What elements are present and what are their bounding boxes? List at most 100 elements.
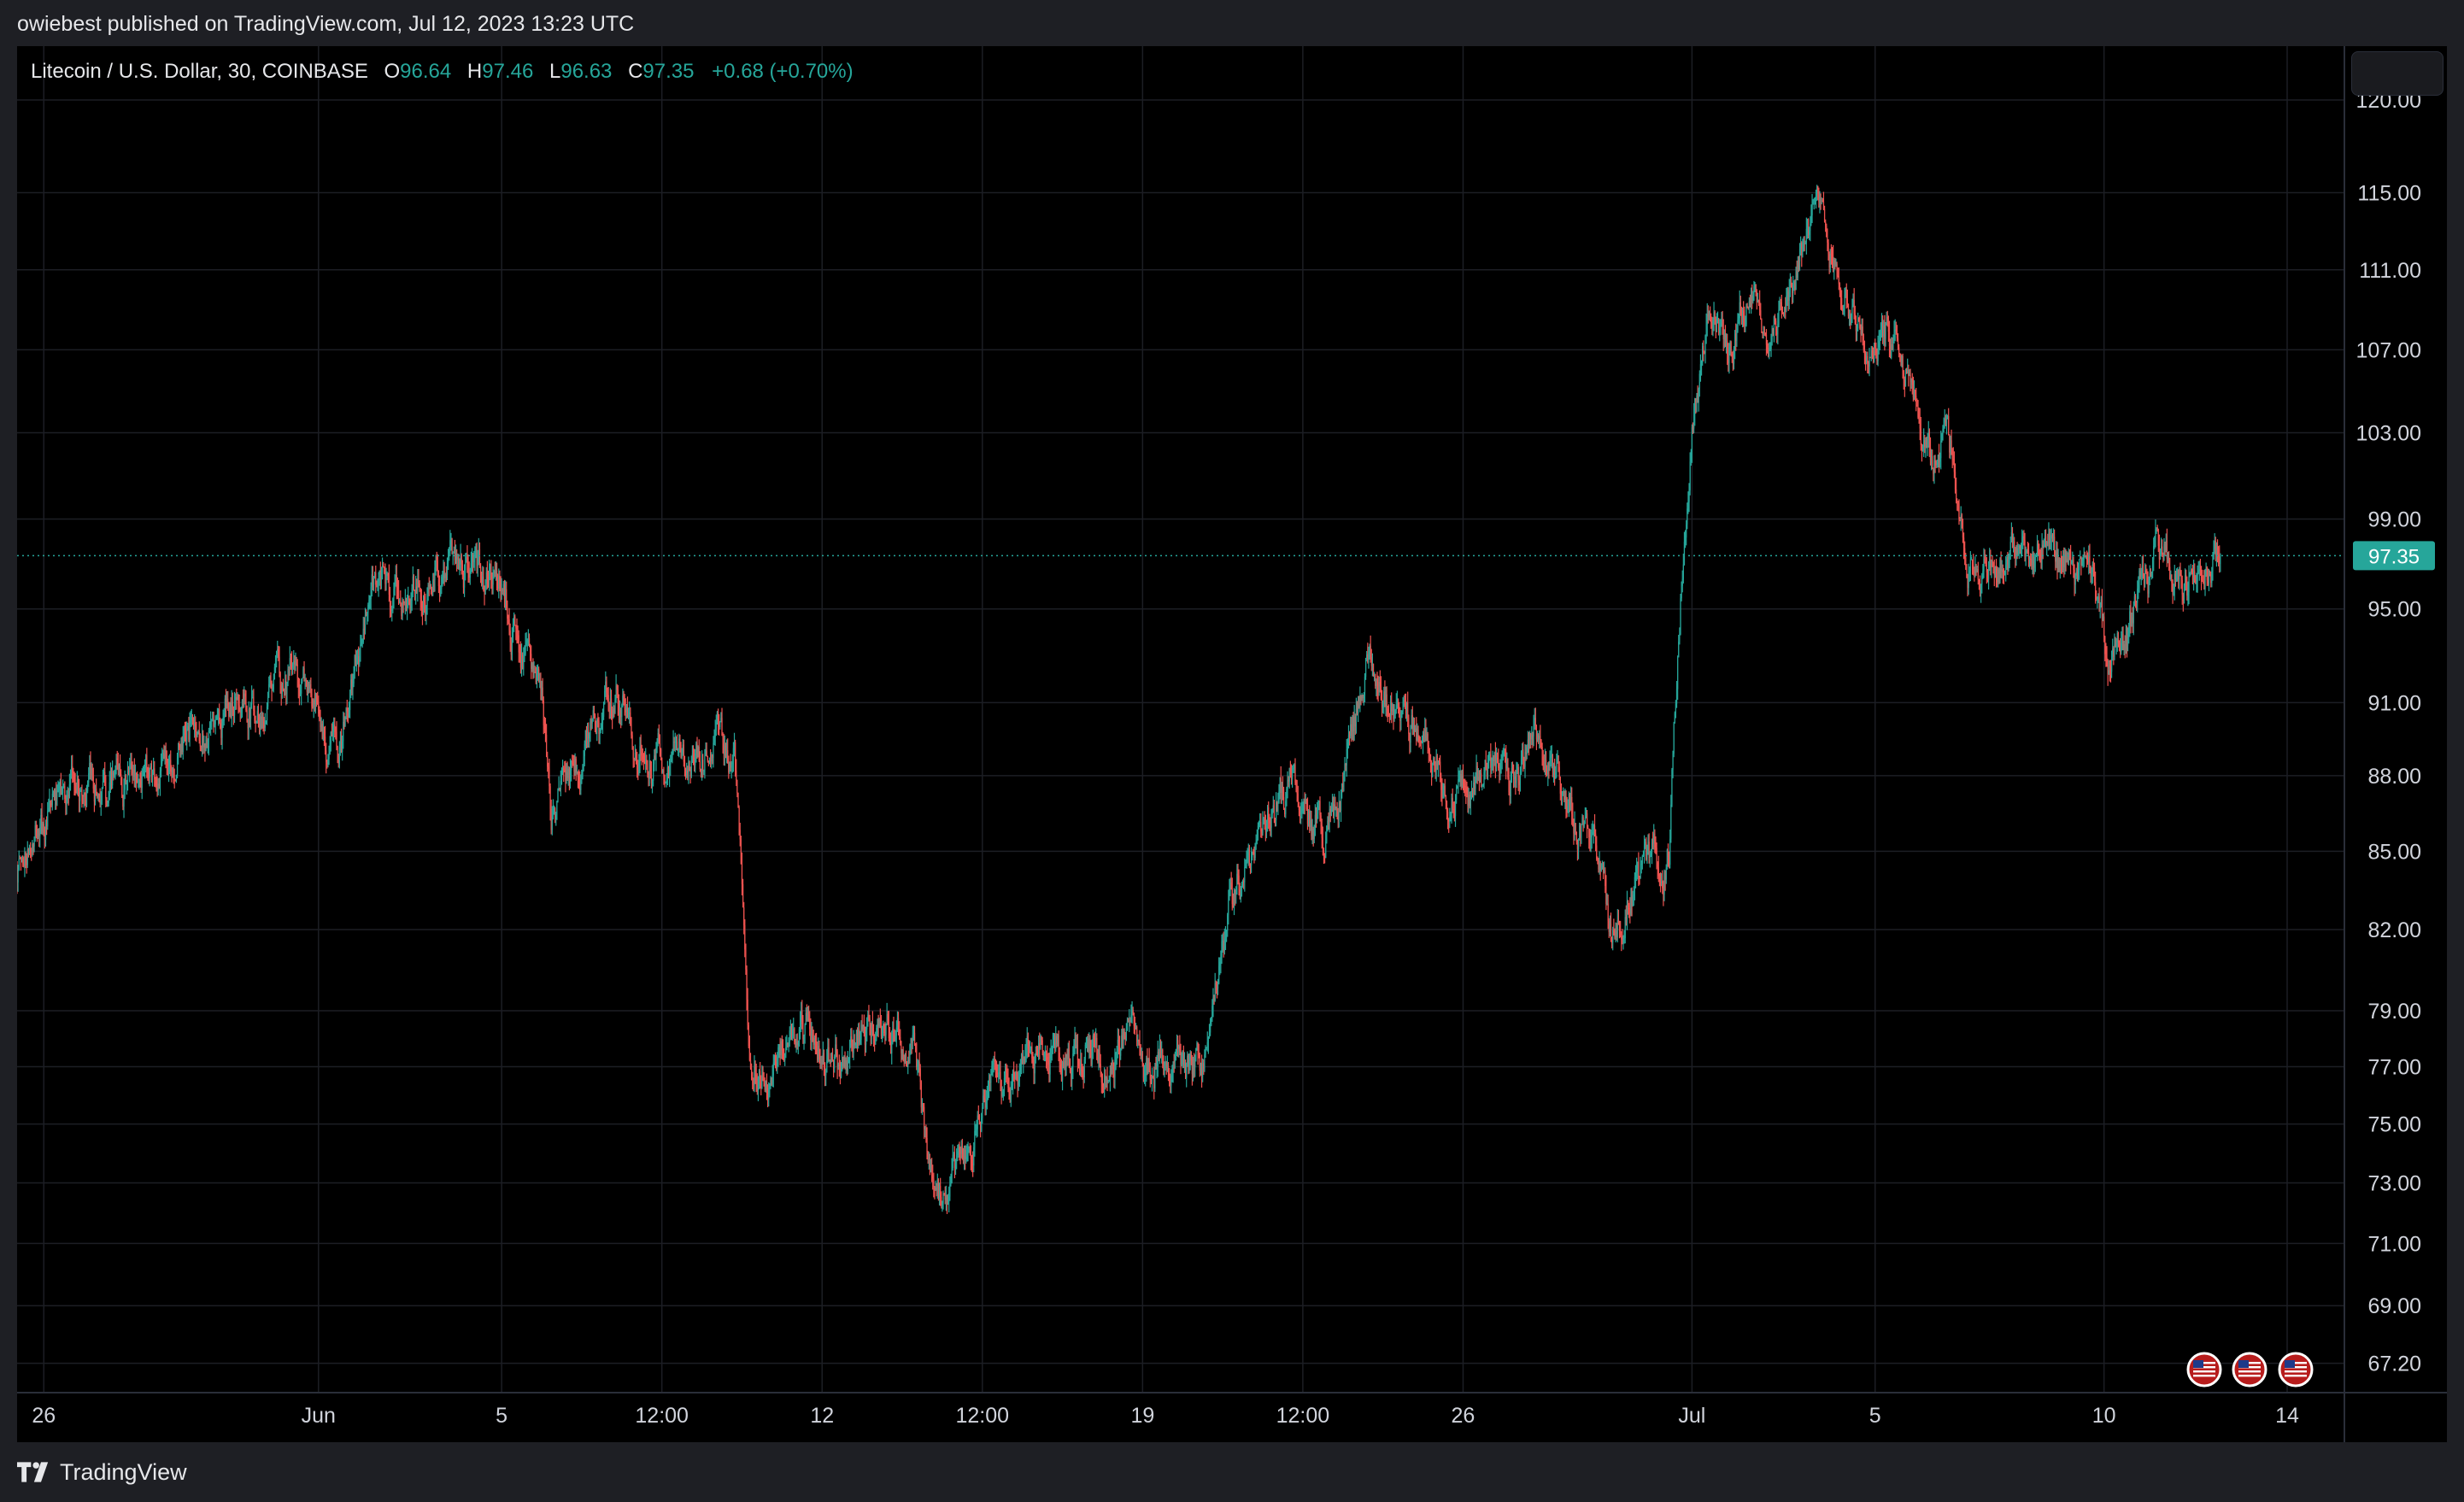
candle-body [308,688,310,689]
candle-body [1559,777,1561,794]
candle-body [1798,248,1801,261]
candle-body [440,589,442,596]
symbol-title[interactable]: Litecoin / U.S. Dollar, 30, COINBASE [31,60,368,83]
candle-body [38,829,40,836]
candle-body [1003,1077,1006,1092]
candle-body [2209,574,2211,576]
us-flag-icon[interactable] [2186,1352,2222,1388]
candle-body [1822,202,1825,210]
price-tick-label: 91.00 [2367,691,2421,715]
candle-body [2111,654,2113,672]
candle-body [141,776,143,789]
candle-body [1225,930,1228,932]
candle-body [1713,312,1715,321]
candle-body [1091,1048,1093,1065]
candle-body [1757,301,1760,302]
candle-body [852,1042,854,1053]
candle-body [1400,712,1402,721]
candle-body [1157,1051,1159,1066]
price-axis[interactable] [2344,46,2447,1442]
candle-body [1962,537,1965,549]
candle-body [1771,328,1773,337]
candle-body [1885,324,1886,339]
candle-body [437,575,440,587]
candle-body [57,790,59,792]
candle-body [1061,1062,1064,1081]
candle-body [1358,696,1360,708]
candle-body [1711,322,1713,329]
candle-body [63,786,65,788]
candle-body [1462,775,1464,785]
candle-body [958,1144,959,1152]
candle-body [676,741,678,751]
candle-body [1544,760,1546,772]
chart-settings-button[interactable] [2351,51,2443,96]
candle-body [1415,728,1417,732]
chart-pane[interactable]: 120.00 115.00 111.00 107.00 103.00 99.00 95.00… [17,46,2447,1442]
footer-brand[interactable]: TradingView [60,1458,187,1485]
high-label: H [466,60,483,83]
candle-body [2074,575,2076,585]
candle-body [1910,378,1912,383]
candle-body [633,758,635,760]
candle-body [1063,1062,1065,1068]
candle-body [2025,551,2027,557]
candle-body [1624,917,1626,938]
candle-body [2021,537,2023,550]
candle-body [2089,555,2091,568]
candle-body [1110,1071,1112,1074]
us-flag-icon[interactable] [2278,1352,2314,1388]
candle-body [337,746,338,755]
candle-body [1816,185,1818,194]
candle-body [1511,768,1514,773]
candle-body [1169,1073,1170,1076]
candle-body [191,717,194,719]
economic-events[interactable] [2186,1352,2314,1388]
candle-body [1645,842,1646,846]
candle-body [1646,853,1648,860]
candle-body [2207,580,2209,584]
chart-legend: Litecoin / U.S. Dollar, 30, COINBASE O96… [31,60,854,84]
candle-body [1939,458,1941,462]
time-axis[interactable] [17,1393,2447,1442]
candle-body [1695,398,1697,403]
candle-body [1968,571,1970,574]
candle-body [1845,289,1847,299]
candle-body [1354,716,1356,727]
candle-body [2009,542,2011,551]
candle-body [217,709,220,716]
candle-body [926,1138,928,1153]
candle-body [1769,349,1771,350]
us-flag-icon[interactable] [2232,1352,2267,1388]
candle-body [140,781,142,789]
candle-body [2169,566,2171,579]
candle-body [584,730,586,744]
candle-body [1132,1010,1134,1013]
candle-body [130,763,132,769]
candle-body [927,1152,929,1160]
candle-body [240,707,242,713]
candle-body [180,742,182,756]
candle-body [1946,416,1949,418]
candle-body [150,766,153,781]
candle-body [784,1053,786,1061]
candle-body [1839,292,1842,299]
candle-body [689,771,691,777]
candle-body [722,735,724,743]
candle-body [1107,1080,1109,1082]
candle-body [491,578,493,585]
candle-body [2082,559,2084,561]
candle-body [1868,363,1869,367]
candle-body [139,779,141,782]
candle-body [581,769,583,780]
candle-body [118,766,120,769]
candle-body [643,760,646,764]
candle-body [1282,786,1284,797]
price-chart[interactable]: 120.00115.00111.00107.00103.0099.0095.00… [17,46,2447,1442]
candle-body [453,551,455,553]
candle-body [402,601,404,602]
candle-body [2138,570,2140,583]
candle-body [1554,764,1556,779]
candle-body [213,712,214,727]
candle-body [812,1033,813,1038]
